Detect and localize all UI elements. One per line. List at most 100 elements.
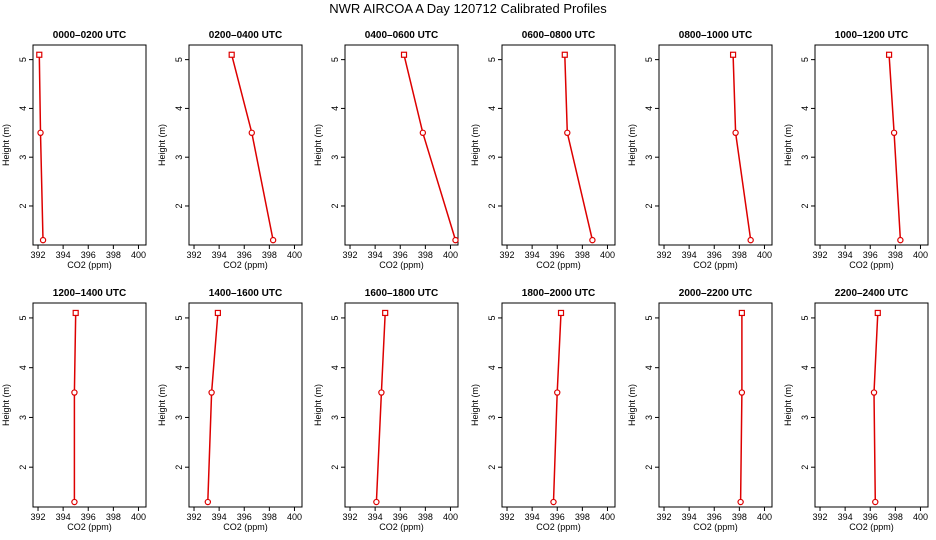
x-axis-label: CO2 (ppm): [536, 522, 581, 532]
data-point: [269, 236, 277, 244]
y-tick-label: 2: [800, 203, 810, 208]
panel-1: 0000–0200 UTC 392 394 396 398 400 2 3 4 5 CO2 (ppm…: [1, 30, 147, 270]
y-axis-label: Height (m): [627, 384, 637, 426]
y-tick-label: 4: [18, 365, 28, 370]
profile-line: [888, 54, 902, 241]
profile-line: [403, 54, 457, 241]
plot-frame: [188, 44, 303, 246]
y-tick-label: 3: [487, 415, 497, 420]
y-tick-label: 5: [644, 315, 654, 320]
x-tick-label: 398: [418, 250, 433, 260]
y-tick-label: 2: [18, 465, 28, 470]
x-tick-label: 394: [368, 250, 383, 260]
plot-frame: [32, 44, 147, 246]
profile-line: [552, 312, 562, 503]
x-tick-label: 396: [81, 512, 96, 522]
x-axis-label: CO2 (ppm): [67, 522, 112, 532]
data-point: [589, 236, 596, 244]
y-tick-label: 2: [644, 465, 654, 470]
data-point: [452, 236, 459, 244]
panel-title: 0200–0400 UTC: [209, 30, 282, 41]
x-tick-label: 400: [443, 250, 458, 260]
data-point: [885, 51, 893, 58]
x-axis-label: CO2 (ppm): [693, 260, 738, 270]
data-point: [550, 498, 557, 506]
profile-line: [739, 313, 743, 503]
panel-10: 1800–2000 UTC 392 394 396 398 400 2 3 4 5 CO2 (ppm…: [470, 288, 616, 532]
y-tick-label: 5: [487, 315, 497, 320]
y-tick-label: 3: [487, 155, 497, 160]
panel-3: 0400–0600 UTC 392 394 396 398 400 2 3 4 5 CO2 (ppm…: [313, 30, 459, 270]
profile-line: [873, 312, 879, 503]
panel-11: 2000–2200 UTC 392 394 396 398 400 2 3 4 5 CO2 (ppm…: [627, 288, 773, 532]
data-point: [561, 51, 568, 58]
x-axis-label: CO2 (ppm): [223, 522, 268, 532]
x-tick-label: 392: [187, 512, 202, 522]
y-tick-label: 3: [800, 415, 810, 420]
data-point: [37, 129, 44, 137]
panel-title: 0400–0600 UTC: [365, 30, 438, 41]
y-axis-label: Height (m): [470, 384, 480, 426]
y-tick-label: 4: [174, 365, 184, 370]
x-tick-label: 396: [393, 512, 408, 522]
x-tick-label: 398: [575, 250, 590, 260]
x-tick-label: 394: [368, 512, 383, 522]
data-point: [554, 389, 561, 396]
panel-title: 2200–2400 UTC: [835, 288, 908, 299]
data-point: [71, 498, 78, 506]
y-tick-label: 3: [174, 415, 184, 420]
y-tick-label: 5: [174, 315, 184, 320]
data-point: [557, 309, 565, 317]
y-tick-label: 4: [330, 365, 340, 370]
x-tick-label: 394: [56, 250, 71, 260]
y-tick-label: 5: [174, 57, 184, 62]
x-tick-label: 394: [838, 250, 853, 260]
profile-line: [207, 312, 219, 503]
y-tick-label: 2: [487, 203, 497, 208]
y-axis-label: Height (m): [313, 124, 323, 166]
y-axis-label: Height (m): [157, 384, 167, 426]
data-point: [204, 498, 212, 506]
y-axis-label: Height (m): [783, 384, 793, 426]
data-point: [564, 129, 571, 137]
y-axis-label: Height (m): [1, 124, 11, 166]
plot-frame: [814, 44, 929, 246]
x-tick-label: 398: [575, 512, 590, 522]
y-tick-label: 3: [18, 155, 28, 160]
x-tick-label: 400: [287, 250, 302, 260]
figure-title: NWR AIRCOA A Day 120712 Calibrated Profi…: [329, 1, 607, 16]
data-point: [39, 236, 47, 244]
profile-line: [38, 54, 44, 241]
x-tick-label: 394: [212, 250, 227, 260]
data-point: [419, 129, 427, 137]
data-point: [874, 309, 881, 317]
data-point: [747, 236, 754, 244]
y-tick-label: 4: [644, 365, 654, 370]
panel-8: 1400–1600 UTC 392 394 396 398 400 2 3 4 5 CO2 (ppm…: [157, 288, 303, 532]
y-tick-label: 3: [330, 415, 340, 420]
x-tick-label: 398: [732, 512, 747, 522]
y-tick-label: 3: [800, 155, 810, 160]
x-tick-label: 396: [81, 250, 96, 260]
data-point: [228, 51, 235, 58]
x-tick-label: 394: [525, 512, 540, 522]
y-tick-label: 3: [644, 415, 654, 420]
x-tick-label: 392: [343, 250, 358, 260]
y-tick-label: 5: [18, 57, 28, 62]
panel-title: 0800–1000 UTC: [679, 30, 752, 41]
x-tick-label: 396: [237, 250, 252, 260]
data-point: [208, 389, 215, 396]
y-tick-label: 2: [330, 203, 340, 208]
data-point: [738, 389, 746, 396]
y-tick-label: 2: [644, 203, 654, 208]
panel-title: 1000–1200 UTC: [835, 30, 908, 41]
x-tick-label: 392: [657, 250, 672, 260]
panel-5: 0800–1000 UTC 392 394 396 398 400 2 3 4 5 CO2 (ppm…: [627, 30, 773, 270]
y-axis-label: Height (m): [627, 124, 637, 166]
x-tick-label: 394: [838, 512, 853, 522]
x-tick-label: 400: [913, 512, 928, 522]
x-axis-label: CO2 (ppm): [536, 260, 581, 270]
y-tick-label: 3: [330, 155, 340, 160]
x-tick-label: 392: [31, 512, 46, 522]
